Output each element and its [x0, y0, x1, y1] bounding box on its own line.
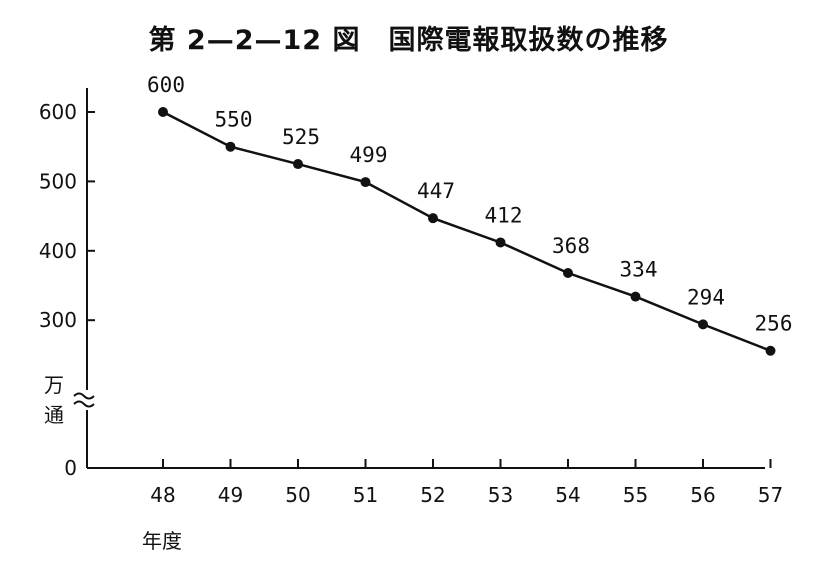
x-tick-label: 51: [353, 483, 378, 507]
data-point: [293, 159, 303, 170]
page-title: 第 2—2—12 図 国際電報取扱数の推移: [148, 25, 669, 56]
x-tick-label: 57: [758, 483, 783, 507]
data-label: 499: [350, 143, 388, 167]
data-label: 550: [215, 108, 253, 132]
data-label: 447: [417, 179, 455, 203]
data-point: [765, 345, 776, 356]
chart-axes: [73, 88, 765, 469]
x-tick-label: 48: [150, 483, 175, 507]
x-tick-label: 54: [555, 483, 580, 507]
data-label: 525: [282, 125, 320, 149]
data-point: [630, 291, 641, 302]
y-tick-labels: 600 500 400 300 0: [39, 100, 95, 480]
y-tick-label: 600: [39, 100, 77, 124]
y-tick-label: 300: [39, 308, 77, 332]
y-axis-label-bottom: 通: [44, 403, 64, 427]
data-label: 600: [147, 73, 185, 97]
x-tick-labels: 48 49 50 51 52 53 54 55 56 57: [150, 459, 783, 507]
y-tick-label: 400: [39, 239, 77, 263]
data-label: 412: [485, 203, 523, 227]
y-tick-label: 500: [39, 169, 77, 193]
y-tick-label: 0: [64, 456, 77, 480]
series-group: [158, 107, 776, 356]
x-tick-label: 52: [420, 483, 445, 507]
data-label: 334: [620, 258, 658, 282]
x-tick-label: 50: [285, 483, 310, 507]
x-tick-label: 55: [623, 483, 648, 507]
data-labels: 600 550 525 499 447 412 368 334 294 256: [147, 73, 792, 336]
data-label: 256: [755, 312, 793, 336]
x-tick-label: 49: [218, 483, 243, 507]
data-point: [563, 268, 573, 279]
data-label: 294: [687, 285, 725, 309]
data-label: 368: [552, 234, 590, 258]
data-point: [225, 141, 236, 152]
series-line: [162, 110, 771, 352]
data-point: [158, 107, 168, 117]
y-axis-label-top: 万: [44, 373, 64, 397]
data-point: [428, 213, 438, 224]
axis-break-mark-2: [73, 400, 95, 408]
axis-break-mark-1: [73, 392, 95, 400]
x-axis-label: 年度: [142, 529, 182, 553]
data-point: [360, 177, 371, 188]
data-point: [495, 237, 506, 248]
x-tick-label: 56: [690, 483, 715, 507]
x-tick-label: 53: [488, 483, 513, 507]
data-point: [698, 319, 708, 330]
